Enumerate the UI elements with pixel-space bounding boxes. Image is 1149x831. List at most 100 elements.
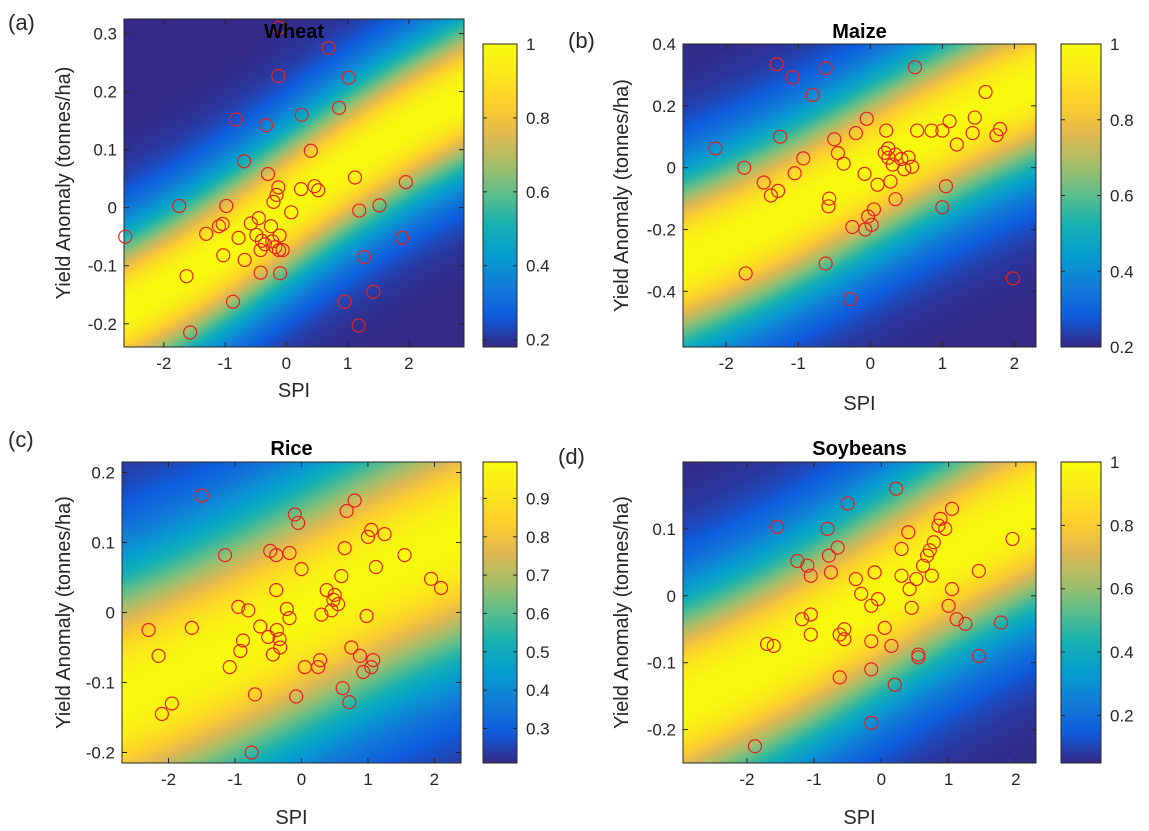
data-point: [311, 183, 326, 198]
data-point: [769, 56, 784, 72]
x-tick-label: -1: [791, 354, 806, 373]
data-point: [870, 592, 886, 607]
y-tick-label: -0.4: [647, 282, 676, 301]
x-tick-label: 0: [866, 354, 875, 373]
x-axis-label: SPI: [275, 807, 307, 829]
data-point: [273, 266, 288, 281]
data-point: [978, 84, 993, 100]
data-point: [902, 581, 917, 597]
data-point: [289, 689, 304, 704]
data-point: [894, 568, 909, 583]
data-point: [965, 125, 980, 141]
data-point: [337, 294, 352, 309]
data-point: [236, 154, 252, 169]
y-axis-label: Yield Anomaly (tonnes/ha): [53, 496, 75, 729]
data-point: [263, 219, 279, 234]
data-point: [215, 216, 230, 232]
data-point: [794, 612, 810, 627]
data-point: [830, 540, 845, 555]
colorbar-frame: [1060, 461, 1102, 764]
data-point: [924, 568, 939, 583]
data-point: [708, 141, 723, 156]
data-point: [931, 518, 946, 533]
colorbar-tick-label: 1: [1110, 453, 1119, 472]
data-point: [368, 559, 384, 575]
panel-letter: (b): [568, 28, 595, 53]
y-tick-label: 0.4: [652, 35, 676, 54]
data-point: [423, 571, 439, 587]
y-tick-label: 0.1: [652, 520, 676, 539]
y-tick-label: -0.1: [647, 654, 676, 673]
y-axis-label: Yield Anomaly (tonnes/ha): [53, 67, 75, 300]
data-point: [864, 634, 879, 649]
x-tick-label: -2: [156, 354, 171, 373]
data-point: [366, 284, 381, 299]
colorbar-gradient: [483, 44, 517, 347]
colorbar-tick-label: 0.2: [1110, 338, 1134, 357]
data-point: [269, 582, 284, 598]
colorbar: 0.2 0.4 0.6 0.8 1: [482, 35, 550, 350]
data-point: [821, 548, 837, 563]
data-point: [244, 745, 259, 760]
y-tick-label: 0.1: [91, 534, 115, 553]
data-point: [840, 496, 855, 511]
heatmap-background: [124, 19, 464, 347]
data-point: [282, 545, 297, 561]
data-point: [818, 256, 833, 271]
panel-letter: (c): [8, 427, 34, 452]
data-point: [334, 568, 349, 584]
data-point: [904, 159, 920, 174]
data-point: [294, 561, 309, 577]
data-point: [803, 568, 818, 583]
data-point: [883, 174, 898, 189]
y-axis-label: Yield Anomaly (tonnes/ha): [611, 79, 633, 312]
data-point: [344, 640, 359, 655]
data-point: [756, 175, 771, 190]
data-point: [942, 114, 957, 129]
data-point: [291, 515, 306, 531]
y-tick-label: -0.2: [88, 315, 117, 334]
y-tick-label: 0.2: [652, 97, 676, 116]
data-point: [326, 592, 341, 608]
data-point: [763, 188, 778, 203]
y-tick-label: -0.2: [647, 221, 676, 240]
data-point: [216, 248, 231, 263]
data-point: [911, 650, 926, 665]
data-point: [910, 123, 925, 138]
data-point: [266, 194, 281, 209]
data-point: [848, 571, 863, 587]
data-point: [272, 631, 287, 647]
data-point: [949, 137, 964, 152]
data-point: [249, 227, 264, 243]
panel-letter: (d): [558, 444, 585, 469]
data-point: [364, 659, 379, 675]
data-point: [967, 110, 982, 125]
colorbar: 0.2 0.4 0.6 0.8 1: [1060, 35, 1134, 357]
data-point: [347, 493, 362, 508]
data-point: [941, 598, 956, 613]
data-point: [949, 612, 964, 627]
data-point: [909, 571, 924, 587]
x-tick-label: 1: [363, 770, 372, 789]
data-point: [319, 582, 334, 598]
data-point: [398, 175, 413, 190]
x-tick-label: 0: [877, 770, 886, 789]
data-point: [183, 325, 198, 340]
data-point: [770, 183, 786, 198]
data-point: [233, 643, 248, 659]
x-tick-label: 2: [430, 770, 439, 789]
y-tick-label: -0.1: [86, 674, 115, 693]
data-point: [342, 694, 357, 710]
y-tick-label: 0.3: [93, 25, 117, 44]
x-tick-label: 0: [297, 770, 306, 789]
data-point: [843, 291, 858, 307]
colorbar-tick-label: 0.5: [526, 643, 550, 662]
axes-frame: [682, 43, 1037, 348]
data-point: [938, 521, 953, 536]
data-point: [194, 488, 209, 503]
data-point: [372, 198, 387, 213]
data-point: [253, 619, 268, 634]
panel-maize: -2 -1 0 1 2 -0.4 -0.2 0 0.2 0.4 Maize (b) SPI Yield A…: [568, 21, 1134, 415]
x-tick-label: 2: [1011, 770, 1020, 789]
x-axis-label: SPI: [843, 807, 875, 829]
